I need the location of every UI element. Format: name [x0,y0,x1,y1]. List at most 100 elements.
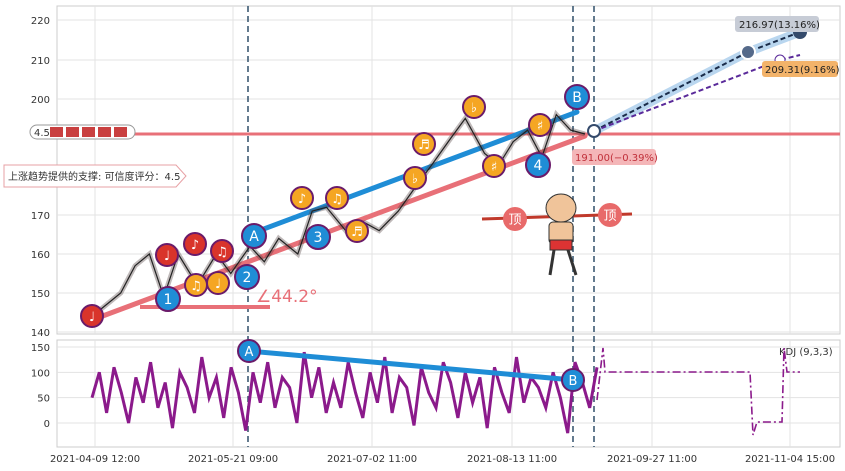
target-high-badge: 216.97(13.16%) [735,16,820,32]
wave-note-glyph: ♩ [164,249,170,264]
kdj-wave-circle [237,339,261,363]
kdj-y-tick-label: 100 [31,368,50,379]
wave-note-glyph: ♪ [191,238,199,253]
y-tick-label: 160 [31,250,50,261]
wave-note-circle [206,271,230,295]
wave-note-circle [80,304,104,328]
wave-note-marker: ♫ [325,186,349,210]
wave-note-circle [210,239,234,263]
kdj-y-tick-label: 150 [31,343,50,354]
wave-label-marker: 4 [525,152,551,178]
wave-label-marker: 2 [234,264,260,290]
support-note-text: 上涨趋势提供的支撑: 可信度评分：4.5 [8,170,180,183]
wave-note-marker: ♬ [412,132,436,156]
wave-note-marker: ♬ [345,219,369,243]
kdj-y-tick-label: 0 [44,419,50,430]
target-high-label: 216.97(13.16%) [739,20,820,31]
wave-label-text: 2 [243,270,252,286]
wave-note-circle [325,186,349,210]
target-low-label: 209.31(9.16%) [765,65,840,76]
wave-note-marker: ♫ [184,273,208,297]
support-score-label: 4.5 [34,128,50,139]
wave-note-glyph: ♫ [216,245,228,260]
top-badge-text-left: 顶 [508,213,521,228]
wave-label-text: 4 [534,158,543,174]
x-tick-label: 2021-07-02 11:00 [327,454,417,465]
support-score-cell [82,127,95,137]
support-score-cell [66,127,79,137]
support-score-cell [50,127,63,137]
wave-note-circle [462,95,486,119]
kdj-wave-marker: A [237,339,261,363]
current-price-label: 191.00(−0.39%) [575,153,658,164]
y-tick-label: 210 [31,56,50,67]
wave-note-marker: ♪ [290,186,314,210]
wave-note-circle [345,219,369,243]
current-point [587,124,601,138]
support-score-cell [98,127,111,137]
wave-note-glyph: ♬ [351,225,363,240]
wave-note-circle [528,113,552,137]
kdj-wave-label: B [569,374,578,389]
kdj-wave-circle [561,368,585,392]
figure-head [545,193,577,223]
wave-note-marker: ♪ [183,232,207,256]
wave-note-circle [412,132,436,156]
x-tick-label: 2021-11-04 15:00 [745,454,835,465]
wave-label-marker: 1 [155,286,181,312]
wave-note-glyph: ♯ [537,119,543,134]
target-low-badge: 209.31(9.16%) [762,61,840,77]
wave-label-marker: B [564,84,590,110]
wave-label-marker: A [241,223,267,249]
x-tick-label: 2021-09-27 11:00 [607,454,697,465]
projection-line-high [593,31,801,132]
wave-note-marker: ♭ [403,166,427,190]
wave-note-marker: ♯ [528,113,552,137]
wave-label-circle [525,152,551,178]
target-high-box [735,16,819,32]
wave-label-circle [155,286,181,312]
wave-note-glyph: ♫ [190,279,202,294]
figure-leg [548,249,556,276]
wave-note-circle [482,154,506,178]
projection-line-low [593,54,801,132]
x-tick-label: 2021-04-09 12:00 [50,454,140,465]
wave-note-circle [155,243,179,267]
support-score-cell [114,127,127,137]
current-price-badge: 191.00(−0.39%) [572,149,658,165]
wave-note-marker: ♩ [80,304,104,328]
figure-shorts [549,239,573,251]
wave-note-glyph: ♭ [471,101,477,116]
wave-note-glyph: ♩ [89,310,95,325]
top-badge-figure: 顶顶 [481,193,633,276]
y-tick-label: 140 [31,328,50,339]
wave-label-text: 1 [164,292,173,308]
wave-label-marker: 3 [305,224,331,250]
x-tick-label: 2021-08-13 11:00 [467,454,557,465]
wave-label-circle [305,224,331,250]
wave-note-glyph: ♬ [418,138,430,153]
support-note: 上涨趋势提供的支撑: 可信度评分：4.5 [3,164,187,188]
wave-note-glyph: ♯ [491,160,497,175]
current-price-box [572,149,656,165]
kdj-trend-line [246,348,576,383]
wave-label-text: B [572,90,582,106]
projection-node [740,44,756,60]
kdj-legend: KDJ (9,3,3) [779,347,833,358]
kdj-plot-area [56,339,841,448]
top-badge-text-right: 顶 [603,209,616,224]
top-badge-circle-right [598,203,622,227]
wave-note-glyph: ♪ [298,192,306,207]
wave-note-marker: ♩ [206,271,230,295]
target-low-box [762,61,838,77]
wave-note-circle [183,232,207,256]
x-tick-label: 2021-05-21 09:00 [188,454,278,465]
top-badge-circle-left [503,207,527,231]
kdj-projection-line [596,347,800,436]
y-tick-label: 220 [31,16,50,27]
wave-note-glyph: ♭ [412,172,418,187]
wave-label-circle [234,264,260,290]
wave-note-marker: ♫ [210,239,234,263]
